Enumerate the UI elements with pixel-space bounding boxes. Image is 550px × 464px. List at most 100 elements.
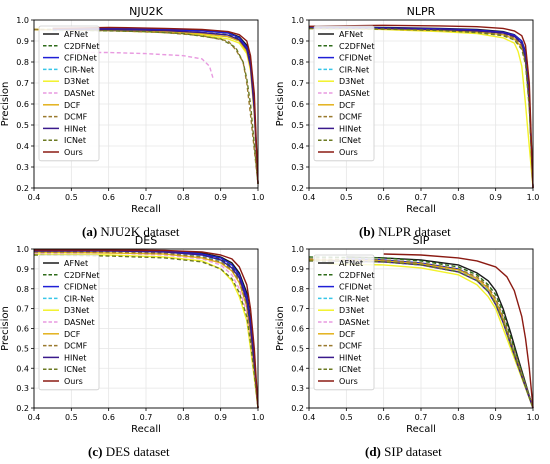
x-tick-label: 0.5 [65,193,78,202]
legend: AFNet C2DFNet CFIDNet CIR-Net D3Net DASNet DCF… [38,254,100,391]
chart-title: NJU2K [129,5,164,18]
y-tick-label: 0.4 [291,142,304,151]
x-tick-label: 0.7 [140,193,153,202]
caption-sip: (d) SIP dataset [365,444,442,460]
legend-label: AFNet [64,30,88,39]
legend-label: CFIDNet [64,283,97,292]
series-line-hinet [52,28,259,184]
series-line-icnet [89,29,259,184]
y-axis-label: Precision [275,306,286,351]
legend-label: ICNet [64,136,86,145]
chart-title: DES [135,236,157,247]
chart-panel-sip: 0.4 0.5 0.6 0.7 0.8 0.9 1.0 0.2 0.3 0.4 0.5 0.6 0.7 0… [275,234,550,442]
legend-label: C2DFNet [64,271,99,280]
legend-box [313,25,375,162]
y-tick-label: 0.3 [291,163,304,172]
x-tick-label: 0.9 [489,413,502,422]
legend-label: CIR-Net [64,294,94,303]
series-group [308,253,534,409]
y-tick-label: 0.2 [16,404,29,413]
series-line-d3net [33,253,259,409]
x-tick-label: 1.0 [252,193,265,202]
y-tick-label: 0.2 [16,184,29,193]
x-tick-label: 1.0 [527,413,540,422]
y-tick-label: 0.5 [16,121,29,130]
series-line-icnet [33,254,259,409]
legend-label: AFNet [64,259,88,268]
y-tick-label: 0.6 [16,100,29,109]
legend-label: CFIDNet [339,54,372,63]
x-tick-label: 0.8 [177,193,190,202]
series-line-ours [52,26,259,184]
series-line-dcmf [34,251,259,409]
x-tick-label: 0.4 [303,193,316,202]
legend-label: DASNet [339,318,370,327]
y-tick-label: 0.6 [16,325,29,334]
legend-label: CFIDNet [339,283,372,292]
x-tick-label: 0.6 [102,413,115,422]
series-line-icnet [308,260,534,409]
series-line-ours [383,253,534,409]
legend-label: DASNet [64,89,95,98]
chart-svg: 0.4 0.5 0.6 0.7 0.8 0.9 1.0 0.2 0.3 0.4 0.5 0.6 0.7 0… [275,234,540,435]
caption-nlpr: (b) NLPR dataset [359,224,451,240]
y-tick-label: 1.0 [16,16,29,25]
chart-svg: 0.4 0.5 0.6 0.7 0.8 0.9 1.0 0.2 0.3 0.4 0.5 0.6 0.7 0… [0,234,265,435]
y-tick-label: 0.6 [291,325,304,334]
chart-panel-des: 0.4 0.5 0.6 0.7 0.8 0.9 1.0 0.2 0.3 0.4 0.5 0.6 0.7 0… [0,234,275,442]
y-tick-label: 0.9 [16,37,29,46]
legend-label: DASNet [339,89,370,98]
legend-label: D3Net [64,306,89,315]
y-tick-label: 0.5 [291,344,304,353]
series-line-hinet [34,250,259,409]
legend-label: CIR-Net [339,294,369,303]
legend-label: D3Net [64,77,89,86]
caption-text: NJU2K dataset [100,224,180,239]
y-tick-label: 0.5 [16,344,29,353]
x-tick-label: 0.8 [177,413,190,422]
caption-nju2k: (a) NJU2K dataset [82,224,180,240]
y-tick-label: 0.4 [16,364,29,373]
x-axis-label: Recall [406,204,436,215]
x-tick-label: 0.5 [65,413,78,422]
caption-des: (c) DES dataset [88,444,170,460]
legend: AFNet C2DFNet CFIDNet CIR-Net D3Net DASNet DCF… [313,25,375,162]
y-tick-label: 0.3 [291,384,304,393]
x-tick-label: 1.0 [252,413,265,422]
x-tick-label: 0.5 [340,193,353,202]
x-tick-label: 0.9 [214,193,227,202]
y-tick-label: 1.0 [291,245,304,254]
y-tick-label: 0.3 [16,384,29,393]
y-tick-label: 0.9 [291,265,304,274]
legend-label: DASNet [64,318,95,327]
legend-label: Ours [64,148,83,157]
x-tick-label: 0.7 [415,193,428,202]
legend-label: DCF [339,330,356,339]
x-tick-label: 0.8 [452,193,465,202]
series-group [308,24,534,189]
y-tick-label: 0.2 [291,404,304,413]
series-line-c2dfnet [308,256,534,409]
caption-text: SIP dataset [384,444,442,459]
legend-label: Ours [339,148,358,157]
y-tick-label: 0.4 [16,142,29,151]
caption-letter: (a) [82,224,98,239]
y-tick-label: 0.8 [16,285,29,294]
chart-svg: 0.4 0.5 0.6 0.7 0.8 0.9 1.0 0.2 0.3 0.4 0.5 0.6 0.7 0… [0,5,265,215]
legend-box [313,254,375,391]
legend-label: AFNet [339,259,363,268]
legend-box [38,254,100,391]
legend-label: CIR-Net [64,65,94,74]
legend-label: D3Net [339,77,364,86]
legend: AFNet C2DFNet CFIDNet CIR-Net D3Net DASNet DCF… [313,254,375,391]
x-tick-label: 0.9 [214,413,227,422]
y-tick-label: 1.0 [16,245,29,254]
x-tick-label: 0.4 [28,413,41,422]
legend-label: C2DFNet [339,42,374,51]
x-tick-label: 0.6 [377,413,390,422]
legend-label: DCMF [339,113,363,122]
caption-letter: (b) [359,224,375,239]
legend-label: DCMF [64,113,88,122]
y-tick-label: 0.7 [16,79,29,88]
chart-svg: 0.4 0.5 0.6 0.7 0.8 0.9 1.0 0.2 0.3 0.4 0.5 0.6 0.7 0… [275,5,539,215]
